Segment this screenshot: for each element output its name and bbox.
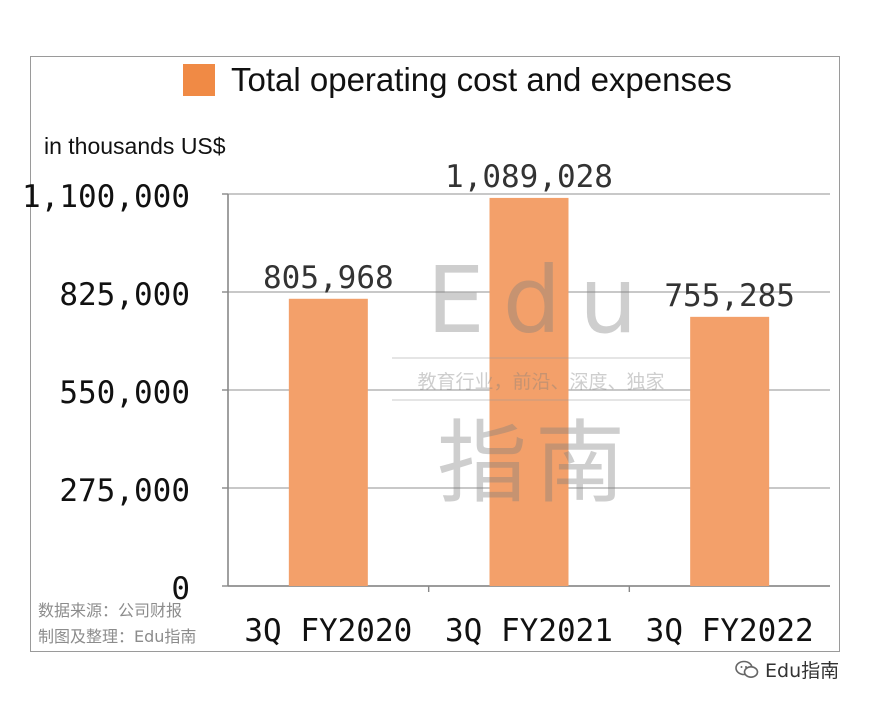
corner-brand-label: Edu指南	[765, 660, 840, 682]
bar	[489, 197, 569, 586]
chart-frame	[30, 56, 840, 652]
credit-line: 制图及整理：Edu指南	[38, 627, 197, 646]
y-tick-label: 0	[171, 571, 190, 607]
data-label: 805,968	[263, 260, 394, 296]
unit-label: in thousands US$	[44, 133, 226, 159]
bar	[690, 316, 770, 586]
y-tick-label: 275,000	[59, 473, 190, 509]
y-tick-label: 1,100,000	[22, 179, 190, 215]
legend-label: Total operating cost and expenses	[231, 61, 732, 98]
y-tick-label: 550,000	[59, 375, 190, 411]
source-line: 数据来源：公司财报	[38, 601, 183, 620]
legend-swatch	[183, 64, 215, 96]
wechat-icon	[735, 660, 759, 678]
data-source-note: 数据来源：公司财报 制图及整理：Edu指南	[38, 598, 196, 650]
data-label: 755,285	[664, 278, 795, 314]
y-tick-label: 825,000	[59, 277, 190, 313]
corner-brand: Edu指南	[735, 656, 839, 683]
x-tick-label: 3Q FY2022	[646, 613, 814, 649]
x-tick-label: 3Q FY2021	[445, 613, 613, 649]
data-label: 1,089,028	[445, 159, 613, 195]
legend: Total operating cost and expenses	[183, 60, 732, 100]
bar	[288, 298, 368, 586]
x-tick-label: 3Q FY2020	[244, 613, 412, 649]
